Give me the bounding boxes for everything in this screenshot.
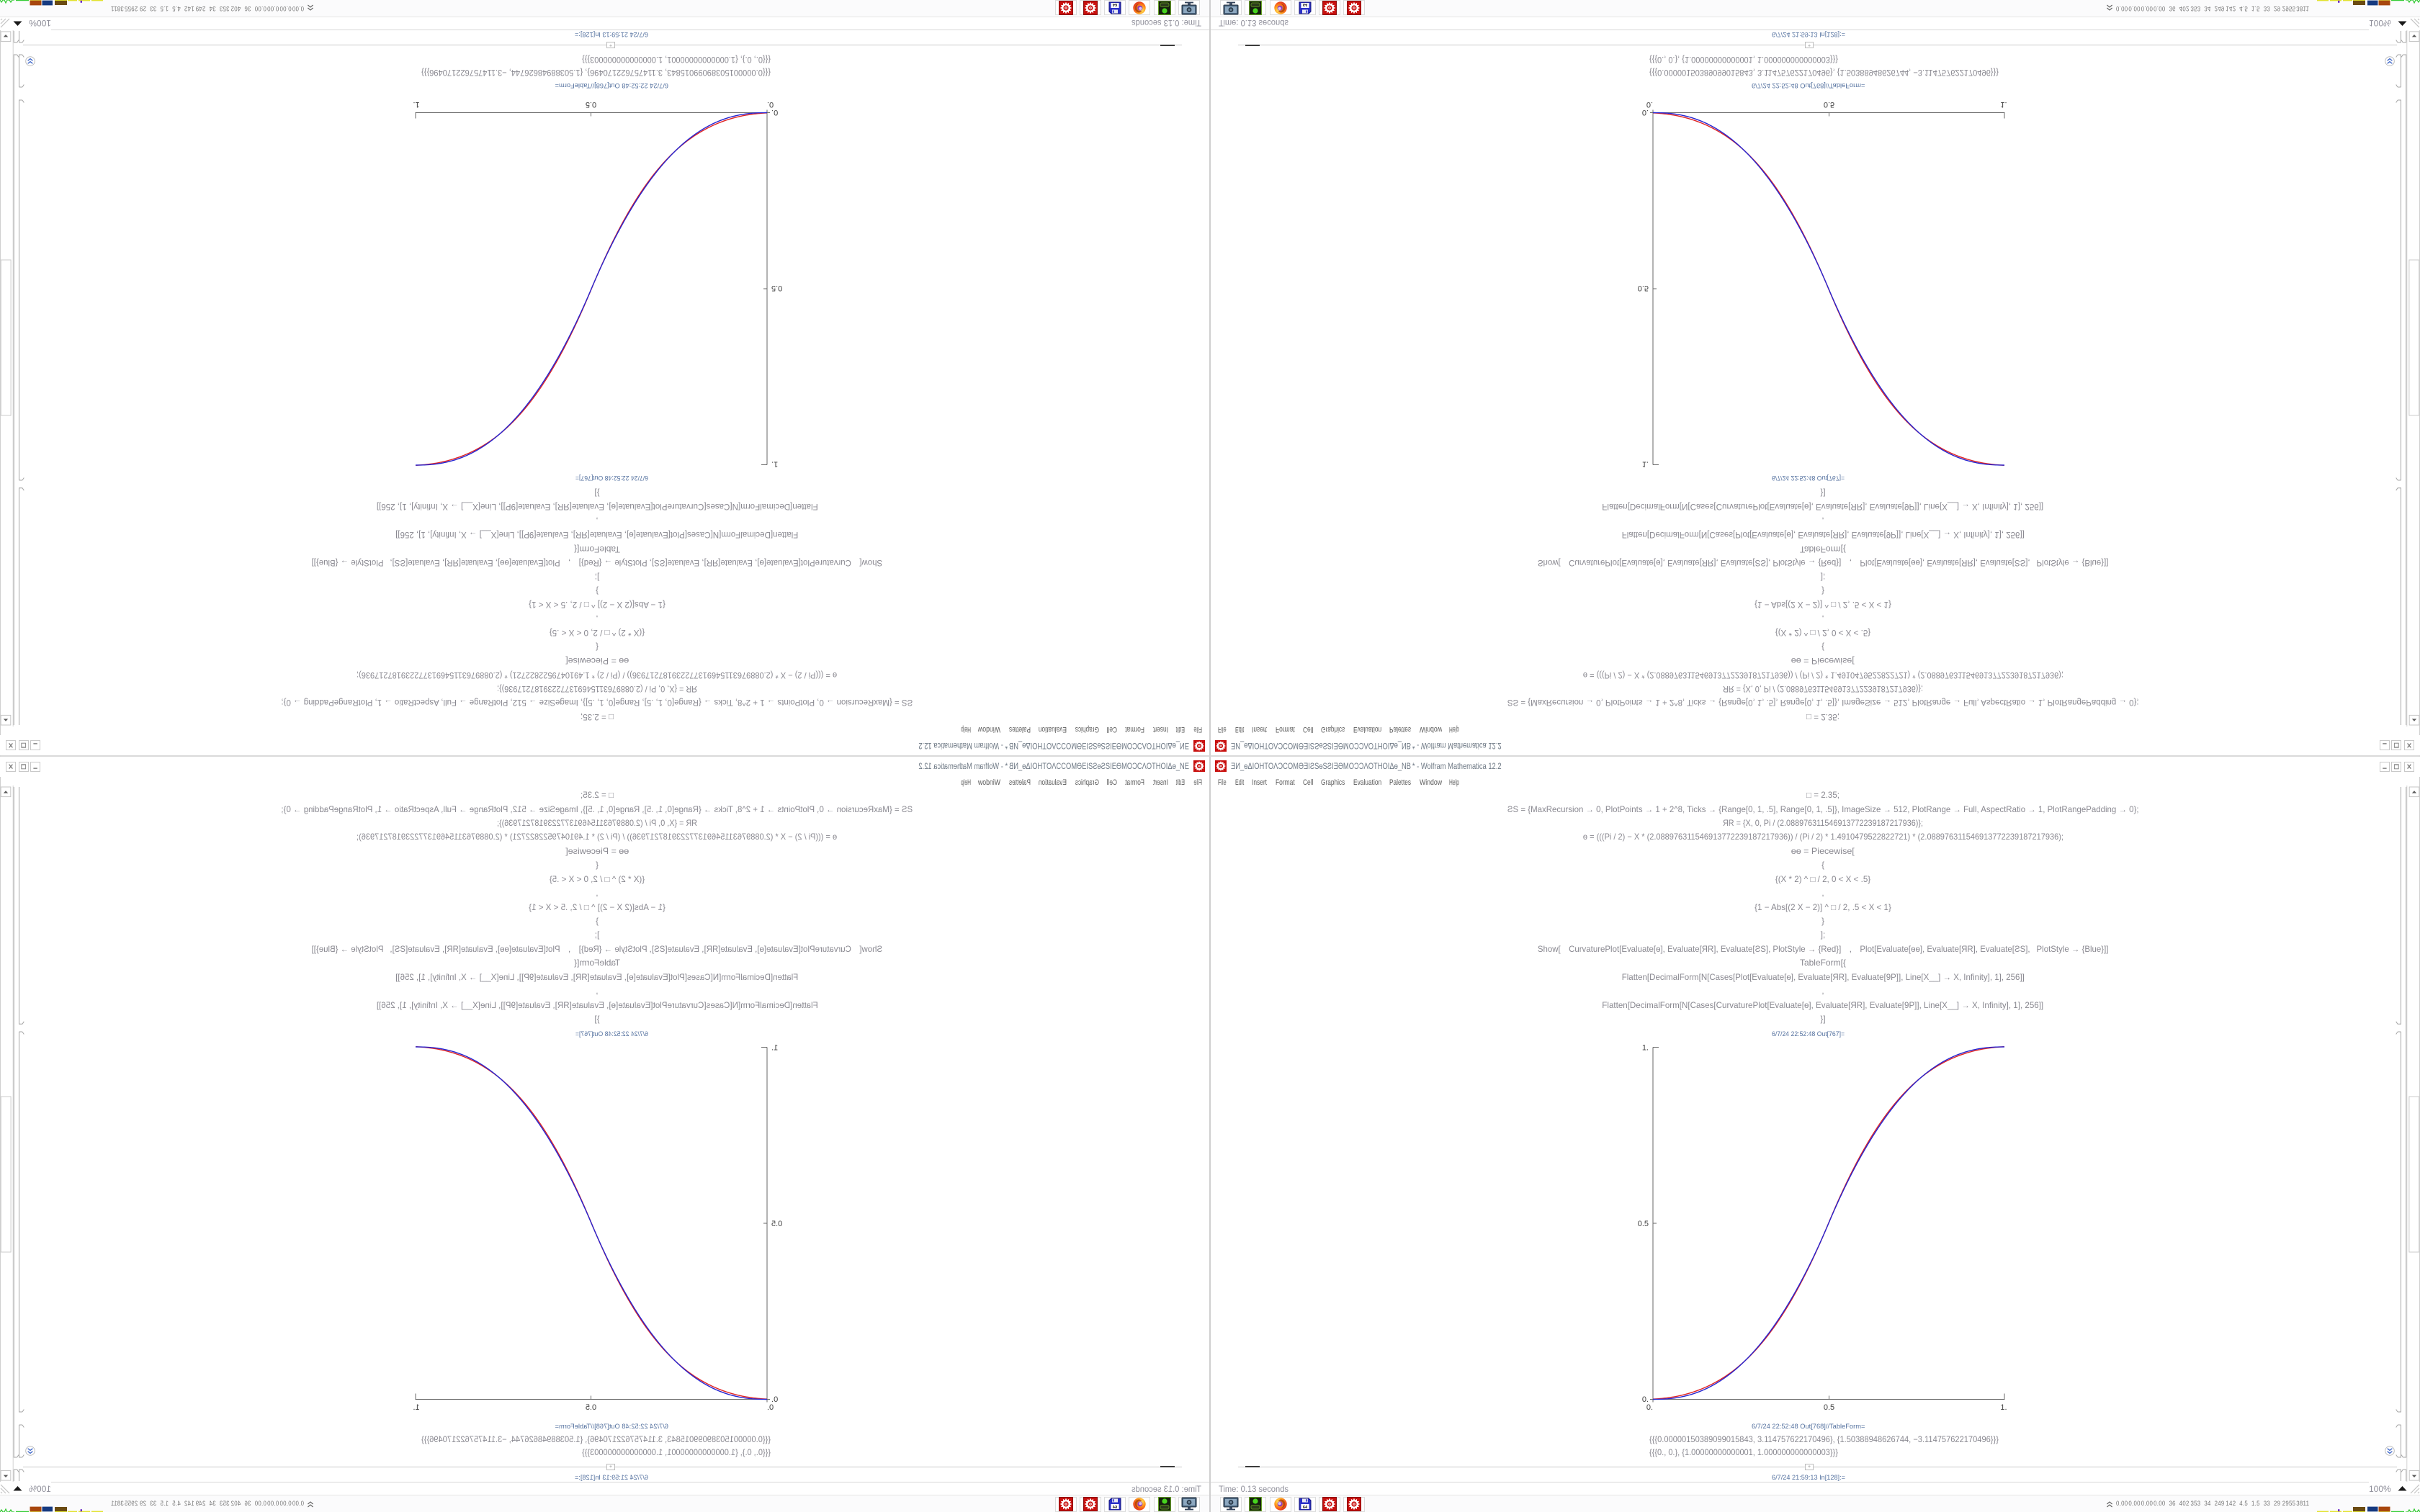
svg-text:0.5: 0.5 — [771, 284, 782, 292]
svg-text:0.5: 0.5 — [1824, 1403, 1834, 1412]
svg-text:0.5: 0.5 — [586, 100, 596, 109]
svg-text:1.: 1. — [771, 1044, 778, 1053]
svg-text:0.: 0. — [767, 100, 774, 109]
svg-text:1.: 1. — [413, 100, 419, 109]
svg-text:1.: 1. — [2000, 100, 2007, 109]
svg-text:1.: 1. — [1642, 460, 1649, 469]
svg-text:0.: 0. — [771, 1395, 778, 1404]
svg-text:0.5: 0.5 — [586, 1403, 596, 1412]
svg-text:0.: 0. — [1646, 100, 1653, 109]
svg-text:0.: 0. — [1642, 108, 1649, 117]
svg-text:0.: 0. — [1642, 1395, 1649, 1404]
svg-text:1.: 1. — [413, 1403, 419, 1412]
svg-text:0.5: 0.5 — [771, 1220, 782, 1228]
svg-text:0.5: 0.5 — [1638, 1220, 1649, 1228]
svg-text:1.: 1. — [771, 460, 778, 469]
svg-text:0.5: 0.5 — [1638, 284, 1649, 292]
svg-text:64: 64 — [1112, 2, 1117, 6]
svg-text:1.: 1. — [2000, 1403, 2007, 1412]
svg-text:64: 64 — [1303, 2, 1308, 6]
svg-text:64: 64 — [1303, 1506, 1308, 1510]
svg-text:0.: 0. — [1646, 1403, 1653, 1412]
svg-text:0.: 0. — [767, 1403, 774, 1412]
svg-text:0.: 0. — [771, 108, 778, 117]
svg-text:1.: 1. — [1642, 1044, 1649, 1053]
svg-text:0.5: 0.5 — [1824, 100, 1834, 109]
svg-text:64: 64 — [1112, 1506, 1117, 1510]
